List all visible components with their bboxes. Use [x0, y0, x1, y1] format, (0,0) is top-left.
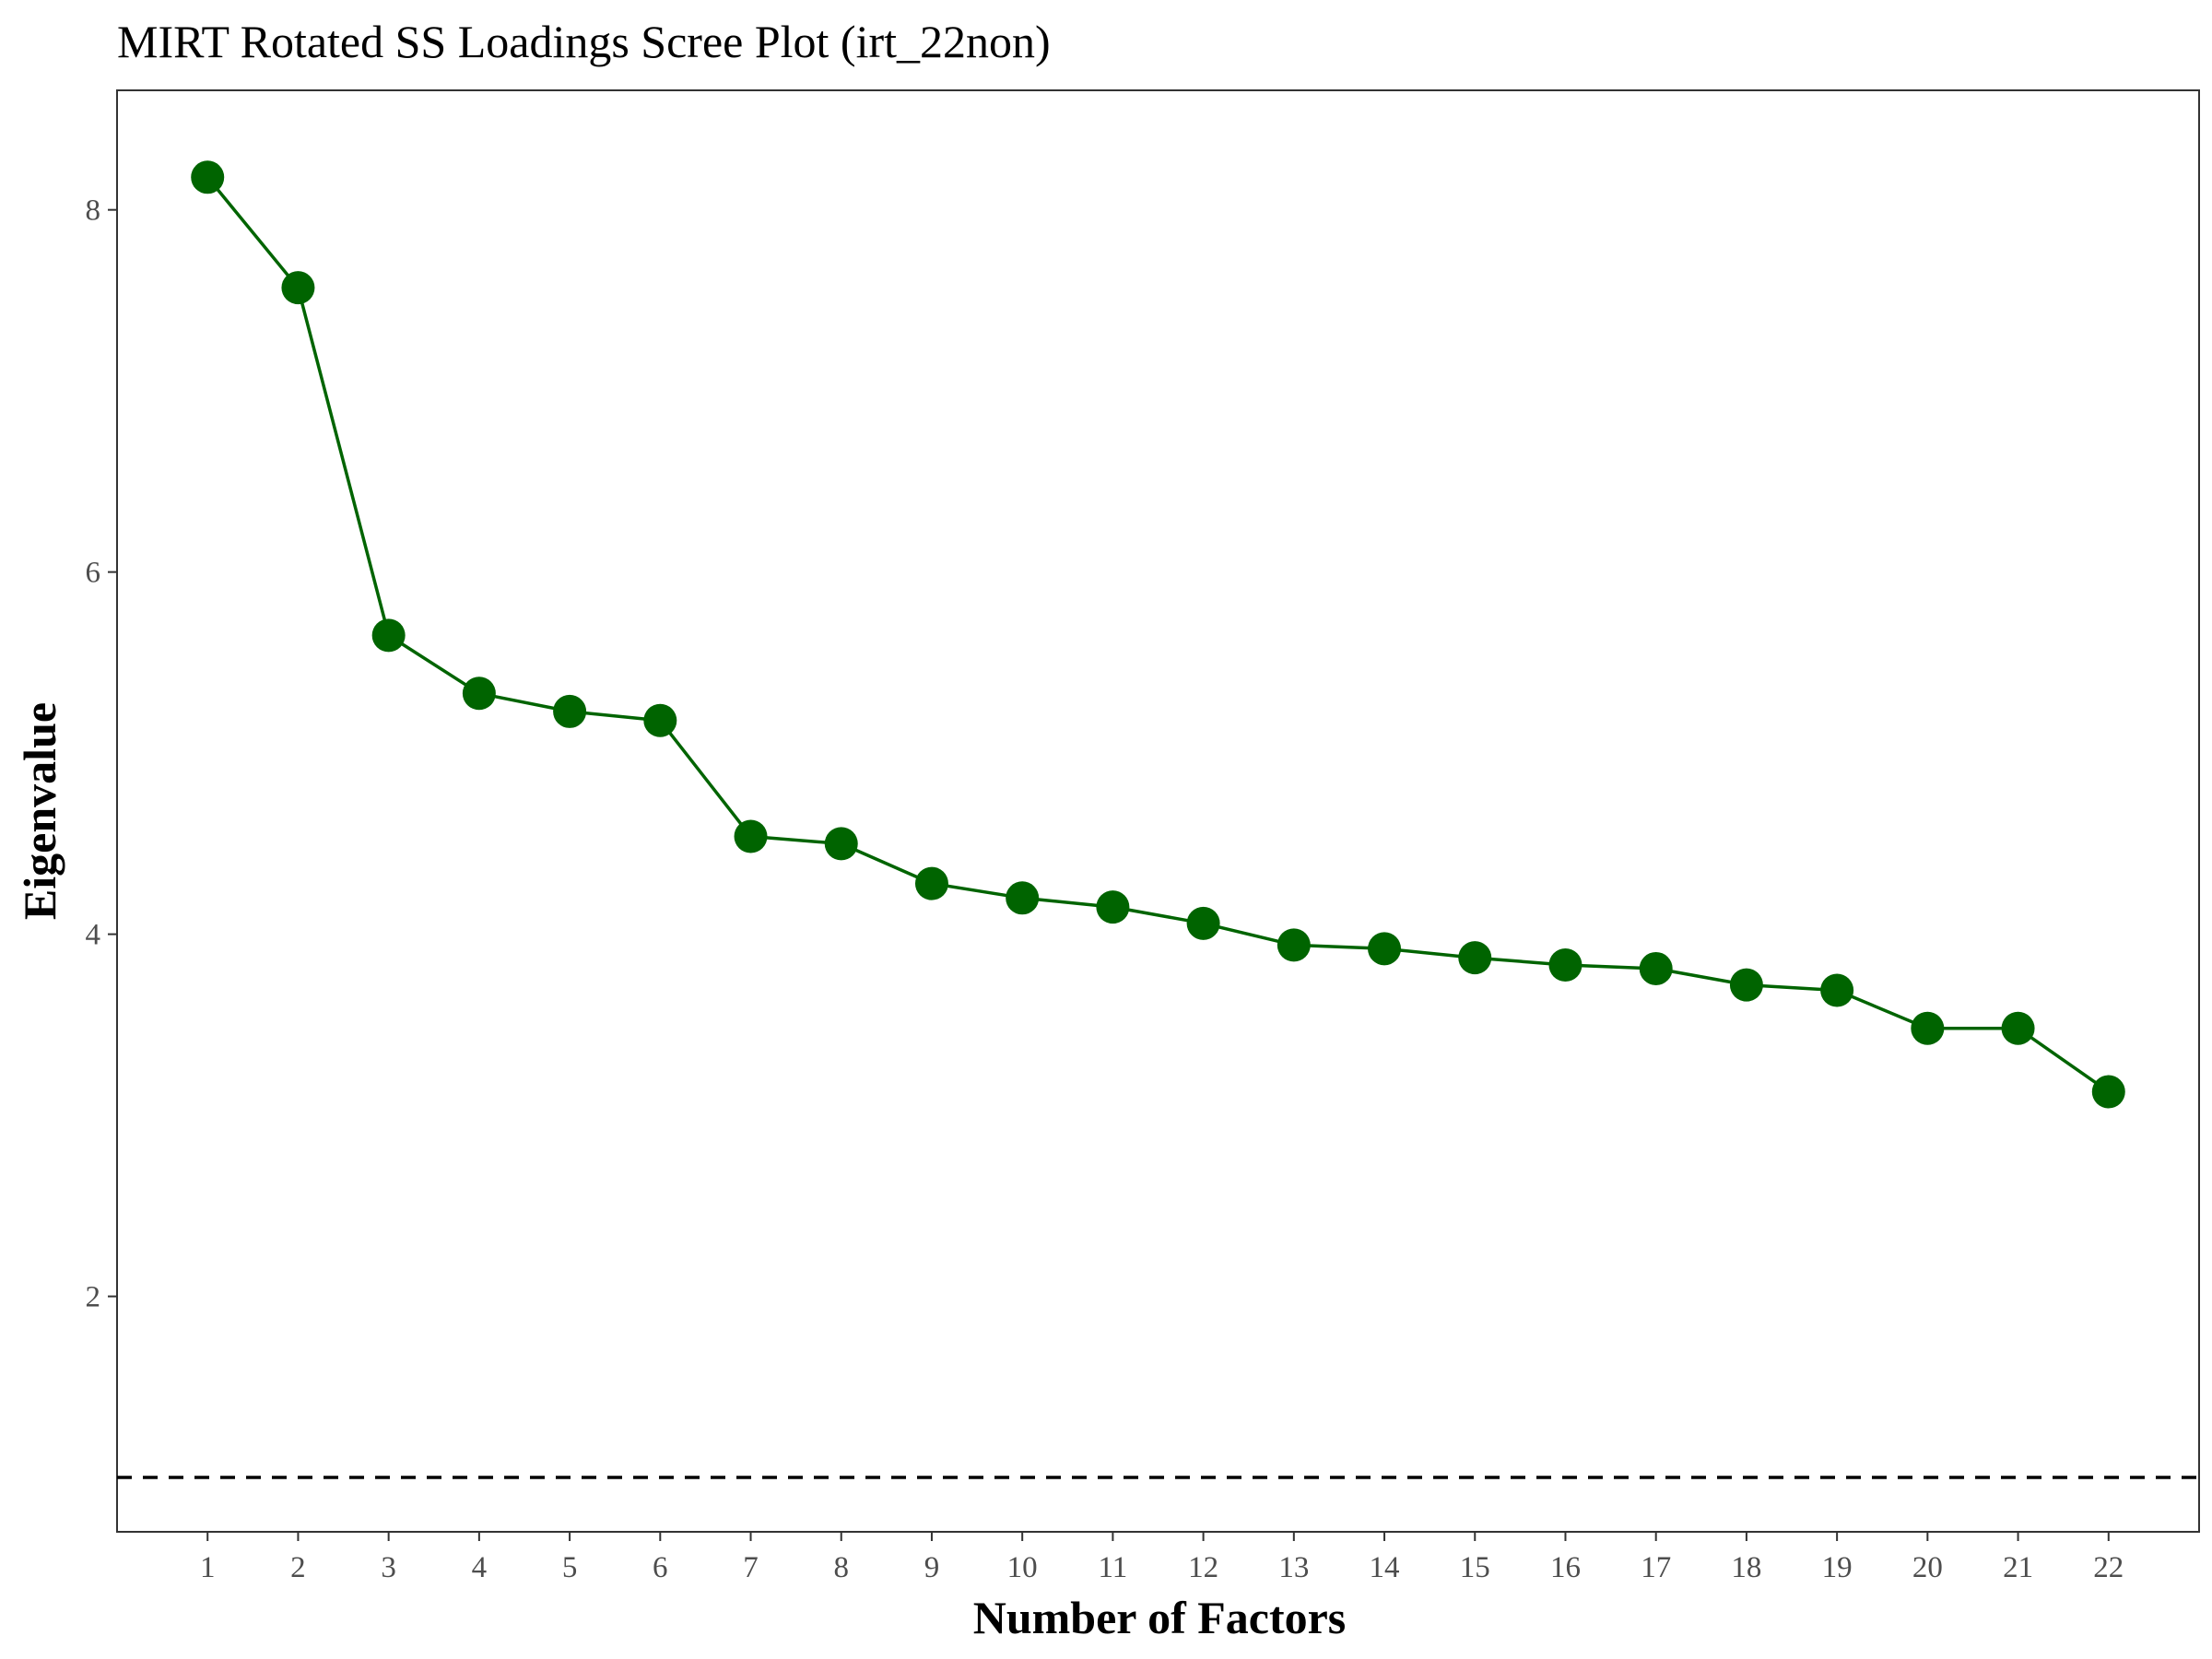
data-point — [1458, 941, 1492, 975]
data-point — [2001, 1011, 2035, 1045]
data-point — [734, 819, 768, 853]
y-tick-label: 8 — [86, 194, 101, 228]
x-tick-label: 5 — [562, 1551, 578, 1584]
data-point — [191, 160, 225, 194]
x-tick-label: 2 — [290, 1551, 306, 1584]
data-point — [553, 694, 587, 728]
x-tick-label: 4 — [472, 1551, 488, 1584]
data-point — [1186, 906, 1220, 940]
x-tick-label: 17 — [1641, 1551, 1671, 1584]
data-point — [1639, 951, 1673, 985]
data-point — [643, 703, 677, 737]
y-tick-label: 2 — [86, 1281, 101, 1314]
data-point — [1277, 928, 1311, 962]
x-tick-label: 10 — [1007, 1551, 1038, 1584]
x-tick-label: 20 — [1912, 1551, 1943, 1584]
data-point — [1820, 973, 1854, 1007]
x-tick-label: 7 — [743, 1551, 759, 1584]
data-point — [824, 827, 858, 861]
x-tick-label: 11 — [1099, 1551, 1128, 1584]
y-tick-label: 4 — [86, 919, 101, 952]
x-tick-label: 16 — [1550, 1551, 1581, 1584]
y-tick-label: 6 — [86, 557, 101, 590]
x-tick-label: 14 — [1370, 1551, 1400, 1584]
x-tick-label: 22 — [2093, 1551, 2124, 1584]
chart-title: MIRT Rotated SS Loadings Scree Plot (irt… — [117, 16, 1051, 67]
data-point — [371, 618, 406, 653]
data-point — [2091, 1075, 2125, 1109]
x-tick-label: 9 — [924, 1551, 940, 1584]
data-point — [462, 677, 496, 711]
x-tick-label: 13 — [1278, 1551, 1309, 1584]
series-line — [206, 176, 2110, 1093]
x-tick-label: 15 — [1460, 1551, 1490, 1584]
x-tick-label: 8 — [833, 1551, 849, 1584]
x-tick-label: 21 — [2003, 1551, 2033, 1584]
plot-panel-border — [116, 89, 2200, 1533]
x-tick-label: 3 — [381, 1551, 396, 1584]
data-point — [1911, 1011, 1945, 1045]
data-point — [914, 866, 948, 900]
x-tick-label: 19 — [1822, 1551, 1853, 1584]
x-tick-label: 1 — [200, 1551, 216, 1584]
data-point — [1368, 932, 1402, 966]
data-point — [1729, 968, 1763, 1002]
x-axis-label: Number of Factors — [973, 1592, 1347, 1643]
x-tick-label: 18 — [1731, 1551, 1761, 1584]
data-point — [1096, 890, 1130, 924]
data-point — [1006, 881, 1040, 915]
x-tick-label: 12 — [1188, 1551, 1218, 1584]
x-tick-label: 6 — [653, 1551, 668, 1584]
data-point — [1548, 948, 1583, 982]
y-axis-label: Eigenvalue — [14, 702, 65, 920]
data-point — [281, 271, 315, 305]
